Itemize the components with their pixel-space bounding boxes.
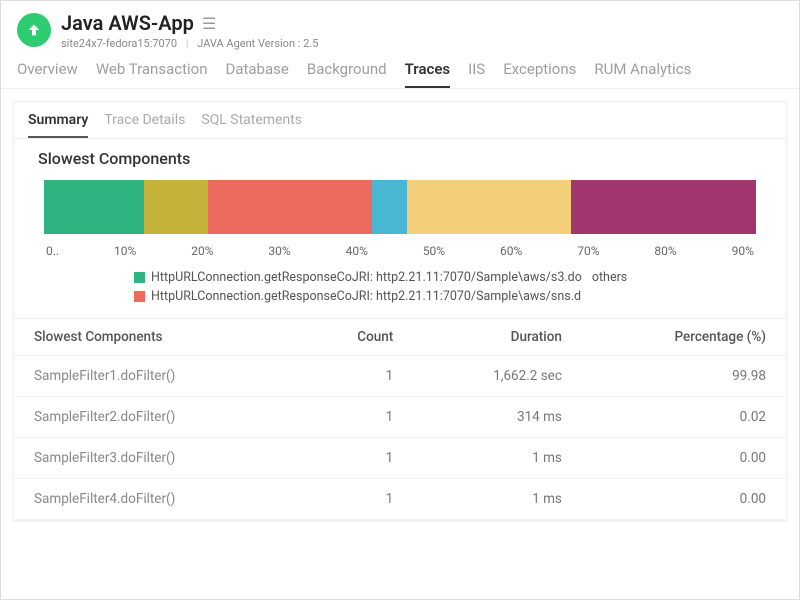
axis-tick: 20%	[191, 244, 213, 258]
app-window: Java AWS-App ☰ site24x7-fedora15:7070 | …	[0, 0, 800, 600]
tab-rum-analytics[interactable]: RUM Analytics	[594, 60, 691, 88]
bar-segment-1[interactable]	[144, 180, 208, 234]
subtab-summary[interactable]: Summary	[28, 112, 88, 138]
table-row[interactable]: SampleFilter4.doFilter()11 ms0.00	[14, 479, 786, 520]
legend-extra: others	[592, 270, 627, 285]
table-row[interactable]: SampleFilter1.doFilter()11,662.2 sec99.9…	[14, 356, 786, 397]
col-name[interactable]: Slowest Components	[14, 319, 295, 356]
bar-segment-0[interactable]	[44, 180, 144, 234]
cell-pct: 0.00	[582, 438, 786, 479]
axis-tick: 90%	[732, 244, 754, 258]
tab-web-transaction[interactable]: Web Transaction	[96, 60, 208, 88]
section-title: Slowest Components	[14, 139, 786, 176]
subtab-trace-details[interactable]: Trace Details	[104, 112, 185, 138]
bar-segment-2[interactable]	[208, 180, 372, 234]
cell-name: SampleFilter1.doFilter()	[14, 356, 295, 397]
axis-tick: 50%	[423, 244, 445, 258]
cell-duration: 314 ms	[413, 397, 582, 438]
legend-label: HttpURLConnection.getResponseCoJRI: http…	[151, 289, 581, 304]
tab-exceptions[interactable]: Exceptions	[503, 60, 576, 88]
host-label: site24x7-fedora15:7070	[61, 37, 177, 50]
legend-label: HttpURLConnection.getResponseCoJRI: http…	[151, 270, 582, 285]
legend-swatch	[134, 272, 145, 283]
axis-tick: 80%	[654, 244, 676, 258]
subtab-sql-statements[interactable]: SQL Statements	[201, 112, 302, 138]
chart-area: 0.. 10% 20% 30% 40% 50% 60% 70% 80% 90%	[14, 176, 786, 264]
header: Java AWS-App ☰ site24x7-fedora15:7070 | …	[1, 1, 799, 50]
tab-iis[interactable]: IIS	[468, 60, 485, 88]
chart-legend: HttpURLConnection.getResponseCoJRI: http…	[14, 264, 786, 318]
axis-tick: 30%	[268, 244, 290, 258]
bar-segment-5[interactable]	[571, 180, 756, 234]
menu-icon[interactable]: ☰	[202, 14, 216, 33]
stacked-bar-chart	[44, 180, 756, 234]
col-count[interactable]: Count	[295, 319, 413, 356]
cell-name: SampleFilter4.doFilter()	[14, 479, 295, 520]
legend-swatch	[134, 291, 145, 302]
table-row[interactable]: SampleFilter2.doFilter()1314 ms0.02	[14, 397, 786, 438]
cell-pct: 99.98	[582, 356, 786, 397]
table-row[interactable]: SampleFilter3.doFilter()11 ms0.00	[14, 438, 786, 479]
axis-tick: 60%	[500, 244, 522, 258]
tab-database[interactable]: Database	[225, 60, 288, 88]
legend-item[interactable]: HttpURLConnection.getResponseCoJRI: http…	[134, 289, 756, 304]
title-block: Java AWS-App ☰ site24x7-fedora15:7070 | …	[61, 11, 318, 50]
cell-duration: 1,662.2 sec	[413, 356, 582, 397]
cell-duration: 1 ms	[413, 438, 582, 479]
tab-traces[interactable]: Traces	[405, 60, 451, 88]
components-table: Slowest Components Count Duration Percen…	[14, 318, 786, 520]
cell-name: SampleFilter2.doFilter()	[14, 397, 295, 438]
bar-segment-4[interactable]	[407, 180, 571, 234]
legend-item[interactable]: HttpURLConnection.getResponseCoJRI: http…	[134, 270, 756, 285]
axis-tick: 40%	[346, 244, 368, 258]
tab-background[interactable]: Background	[307, 60, 387, 88]
col-duration[interactable]: Duration	[413, 319, 582, 356]
axis-tick: 70%	[577, 244, 599, 258]
cell-count: 1	[295, 356, 413, 397]
axis-tick: 0..	[46, 244, 59, 258]
cell-pct: 0.02	[582, 397, 786, 438]
bar-segment-3[interactable]	[372, 180, 408, 234]
sub-tabs: Summary Trace Details SQL Statements	[14, 102, 786, 139]
cell-pct: 0.00	[582, 479, 786, 520]
status-up-icon	[17, 13, 51, 47]
main-tabs: Overview Web Transaction Database Backgroun…	[1, 50, 799, 89]
agent-version-label: JAVA Agent Version : 2.5	[197, 37, 318, 50]
cell-count: 1	[295, 438, 413, 479]
cell-duration: 1 ms	[413, 479, 582, 520]
app-title: Java AWS-App	[61, 11, 194, 35]
chart-axis: 0.. 10% 20% 30% 40% 50% 60% 70% 80% 90%	[44, 244, 756, 258]
divider: |	[186, 37, 189, 50]
tab-overview[interactable]: Overview	[17, 60, 78, 88]
cell-count: 1	[295, 397, 413, 438]
table-header-row: Slowest Components Count Duration Percen…	[14, 319, 786, 356]
content-panel: Summary Trace Details SQL Statements Slowe…	[13, 101, 787, 521]
cell-name: SampleFilter3.doFilter()	[14, 438, 295, 479]
col-pct[interactable]: Percentage (%)	[582, 319, 786, 356]
axis-tick: 10%	[114, 244, 136, 258]
cell-count: 1	[295, 479, 413, 520]
